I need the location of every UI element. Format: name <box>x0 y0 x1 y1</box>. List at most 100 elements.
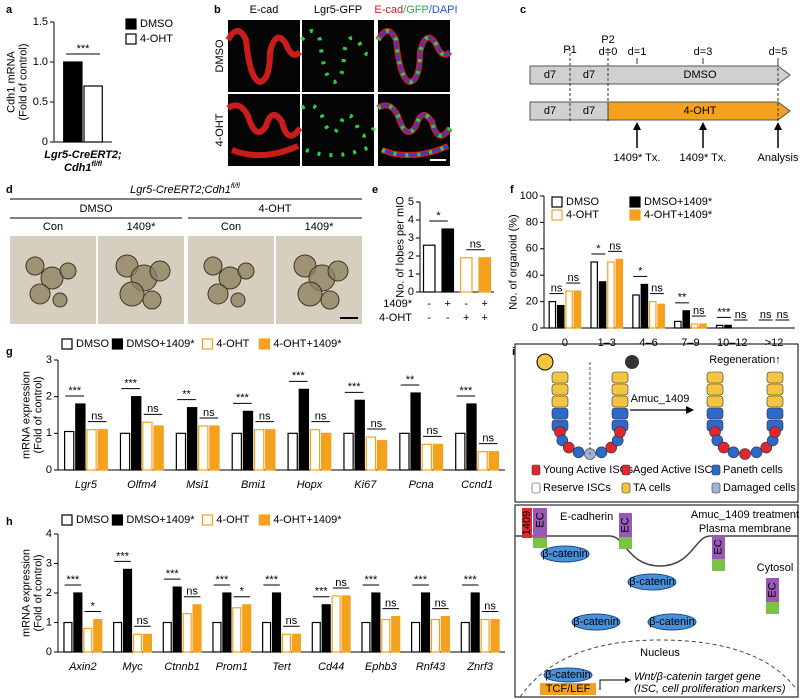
bar <box>411 621 421 653</box>
icon-radiation <box>536 353 554 371</box>
event-label: 1409* Tx. <box>614 152 661 164</box>
crypt-cell <box>706 395 724 408</box>
crypt-cell <box>766 407 784 420</box>
annotation: Cytosol <box>757 562 794 574</box>
y-tick-label: 0 <box>46 646 52 658</box>
bar <box>682 310 691 329</box>
significance-label: ns <box>651 283 663 295</box>
panel-label: f <box>510 184 514 196</box>
bar <box>615 258 624 329</box>
significance-label: *** <box>364 574 378 586</box>
significance-label: ** <box>182 389 191 401</box>
crypt-cell <box>766 395 784 408</box>
protein-label: β-catenin <box>573 616 618 628</box>
legend-swatch <box>531 464 541 476</box>
significance-label: ns <box>760 309 772 321</box>
x-axis-label: Lgr5-CreERT2; <box>44 149 122 161</box>
y-tick-label: 3 <box>46 354 52 366</box>
bar <box>175 432 187 471</box>
bar <box>343 432 354 471</box>
bar <box>430 618 441 653</box>
complex-ec <box>766 578 779 602</box>
x-tick-label: 10–12 <box>717 337 748 349</box>
legend-label: 4-OHT <box>216 514 249 526</box>
legend-swatch <box>201 514 213 526</box>
bar <box>460 621 470 653</box>
significance-label: *** <box>315 586 329 598</box>
legend-label: Paneth cells <box>723 464 783 476</box>
bar <box>361 621 371 653</box>
bar <box>97 429 108 471</box>
significance-label: ns <box>484 600 496 612</box>
complex-label: EC <box>712 539 724 554</box>
significance-label: ns <box>427 425 439 437</box>
y-tick-label: 5 <box>408 196 414 208</box>
x-tick-label: Rnf43 <box>416 661 446 673</box>
legend-label: DMSO <box>140 18 173 30</box>
legend-swatch <box>61 514 73 526</box>
crypt-cell <box>572 446 585 459</box>
beta-catenin <box>543 667 593 683</box>
column-header: E-cad <box>250 4 279 16</box>
bar <box>478 257 492 293</box>
bar <box>376 440 388 471</box>
bar <box>291 633 301 653</box>
bar <box>242 410 254 471</box>
complex-label: EC <box>534 512 546 527</box>
legend-swatch <box>258 338 270 350</box>
y-tick-label: 2 <box>408 250 414 262</box>
significance-label: ns <box>286 615 298 627</box>
panel-label: i <box>512 346 515 358</box>
legend-swatch <box>125 33 137 45</box>
bar <box>86 429 97 471</box>
bar <box>265 429 276 471</box>
condition-sign: - <box>446 312 450 324</box>
crypt-cell <box>611 395 629 408</box>
organoid <box>230 292 246 308</box>
bar <box>172 586 182 653</box>
legend-label: Young Active ISCs <box>543 464 634 476</box>
crypt-cell <box>551 395 569 408</box>
day-label: d=0 <box>599 46 618 58</box>
significance-label: ns <box>385 598 397 610</box>
x-tick-label: 1–3 <box>598 337 616 349</box>
bar <box>83 85 103 143</box>
bar <box>590 261 598 329</box>
crypt-cell <box>551 383 569 396</box>
protein-label: β-catenin <box>545 669 590 681</box>
significance-label: ns <box>186 586 198 598</box>
genotype-label: Lgr5-CreERT2;Cdh1fl/fl <box>130 183 240 196</box>
bar <box>573 290 582 329</box>
legend-swatch <box>621 482 631 494</box>
crypt-cell <box>706 383 724 396</box>
bar <box>657 303 665 329</box>
crypt-cell <box>611 371 629 384</box>
crypt-cell <box>551 407 569 420</box>
complex-ec <box>712 535 725 559</box>
bar <box>470 592 480 653</box>
y-tick-label: 1 <box>46 616 52 628</box>
arrowhead <box>686 406 694 414</box>
organoid <box>320 290 340 310</box>
panel-label: e <box>372 184 378 196</box>
x-tick-label: Tert <box>272 661 291 673</box>
bar <box>331 595 341 653</box>
icon-mouse <box>625 355 639 369</box>
panel-box <box>514 343 799 503</box>
day-label: d=1 <box>628 46 647 58</box>
organoid <box>218 266 242 290</box>
bar <box>690 323 699 329</box>
organoid <box>207 283 229 305</box>
legend-label: 4-OHT <box>566 209 599 221</box>
bar <box>162 621 172 653</box>
x-tick-label: Ephb3 <box>365 661 398 673</box>
complex-ec <box>619 537 632 549</box>
y-tick-label: 60 <box>526 243 538 255</box>
significance-label: *** <box>265 574 279 586</box>
passage-label: P1 <box>563 44 576 56</box>
significance-label: * <box>596 243 601 255</box>
bar <box>341 595 351 653</box>
legend-label: 4-OHT <box>140 33 173 45</box>
bar <box>131 396 142 471</box>
significance-label: *** <box>166 568 180 580</box>
